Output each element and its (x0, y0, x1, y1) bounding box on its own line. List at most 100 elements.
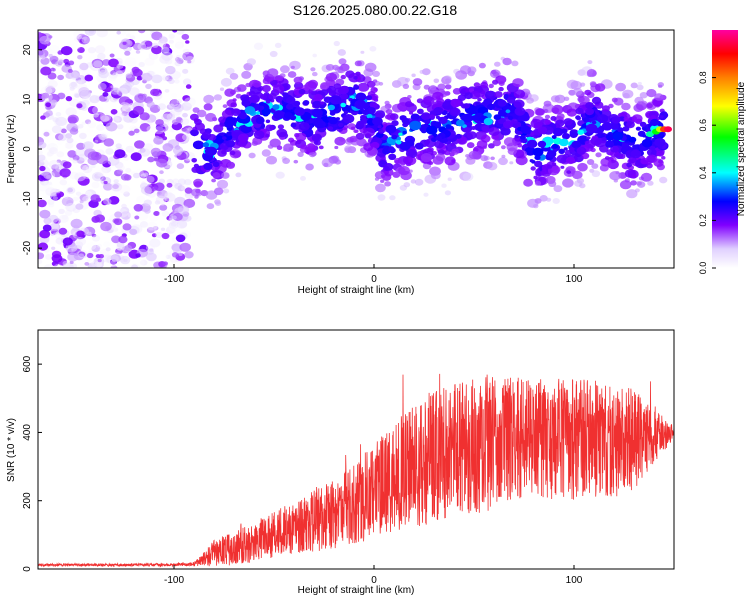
spectrogram-cell (67, 252, 79, 262)
spectrogram-cell (405, 101, 413, 108)
spectrogram-cell (360, 50, 365, 54)
spectrogram-cell (97, 243, 102, 248)
spectrogram-cell (251, 140, 258, 146)
spectrogram-y-tick-label: 20 (22, 44, 33, 56)
spectrogram-cell (185, 40, 190, 44)
spectrogram-cell (38, 242, 49, 251)
spectrogram-cell (50, 99, 58, 106)
spectrogram-cell (241, 70, 252, 79)
spectrogram-cell (419, 69, 425, 74)
spectrogram-cell (136, 211, 149, 221)
spectrogram-x-tick-label: -100 (164, 274, 184, 285)
spectrogram-cell (312, 53, 318, 58)
spectrogram-cell (79, 132, 87, 140)
spectrogram-cell (646, 148, 657, 157)
spectrogram-cell (612, 132, 624, 141)
spectrogram-cell (249, 94, 260, 104)
spectrogram-cell (97, 52, 106, 60)
spectrogram-cell (39, 35, 51, 45)
spectrogram-cell (67, 187, 73, 193)
spectrogram-cell (405, 149, 418, 159)
spectrogram-cell (544, 119, 552, 125)
spectrogram-cell (630, 149, 642, 159)
spectrogram-cell (365, 95, 373, 101)
spectrogram-cell (420, 153, 433, 163)
spectrogram-cell (601, 122, 613, 131)
spectrogram-cell (81, 121, 86, 126)
spectrogram-cell (121, 111, 128, 117)
spectrogram-cell (79, 200, 84, 204)
spectrogram-cell (259, 93, 268, 100)
spectrogram-cell (94, 261, 103, 268)
spectrogram-y-tick-label: 0 (22, 146, 33, 152)
spectrogram-cell (179, 242, 191, 252)
spectrogram-cell (567, 173, 572, 177)
spectrogram-cell (146, 125, 156, 133)
spectrogram-cell (523, 178, 533, 187)
spectrogram-cell (293, 100, 301, 107)
spectrogram-cell (279, 111, 286, 117)
spectrogram-cell (631, 174, 637, 179)
spectrogram-cell (552, 198, 560, 204)
spectrogram-cell (282, 157, 290, 164)
spectrogram-cell (184, 187, 193, 194)
spectrogram-cell (156, 158, 168, 168)
spectrogram-cell (143, 199, 152, 206)
spectrogram-cell (112, 72, 118, 77)
spectrogram-cell (178, 252, 183, 256)
spectrogram-cell (294, 107, 305, 116)
spectrogram-cell (197, 109, 207, 118)
spectrogram-cell (297, 151, 304, 157)
spectrogram-cell (455, 72, 461, 77)
spectrogram-cell (605, 134, 614, 141)
spectrogram-cell (353, 129, 358, 133)
colorbar-ticks: 0.0 0.2 0.4 0.6 0.8 (698, 71, 716, 274)
spectrogram-cell (67, 68, 73, 73)
spectrogram-cell (182, 133, 191, 141)
spectrogram-cell (619, 180, 632, 190)
spectrogram-cell (383, 163, 394, 171)
spectrogram-cell (533, 134, 539, 139)
spectrogram-cell (113, 218, 123, 226)
spectrogram-cell (488, 83, 494, 89)
spectrogram-cell (98, 69, 109, 79)
spectrogram-cell (409, 120, 422, 131)
spectrogram-cell (556, 154, 568, 164)
spectrogram-cell (513, 89, 526, 99)
spectrogram-cell (628, 136, 637, 143)
spectrogram-cell (129, 54, 138, 62)
spectrogram-cell (380, 174, 386, 178)
spectrogram-cell (75, 237, 87, 246)
spectrogram-cell (52, 108, 60, 115)
spectrogram-cell (193, 181, 202, 188)
spectrogram-cell (389, 195, 396, 201)
spectrogram-cell (108, 70, 119, 79)
spectrogram-cell (76, 142, 86, 150)
spectrogram-cell (123, 30, 135, 36)
spectrogram-cell (38, 189, 45, 199)
spectrogram-cell (175, 133, 187, 143)
spectrogram-cell (203, 94, 215, 104)
spectrogram-cell (591, 170, 601, 178)
spectrogram-cell (426, 125, 438, 135)
spectrogram-cell (100, 112, 111, 122)
colorbar-tick-label: 0.2 (698, 214, 708, 227)
spectrogram-cell (402, 83, 410, 89)
spectrogram-cell (139, 123, 151, 132)
spectrogram-cell (595, 83, 606, 92)
spectrogram-cell (435, 153, 446, 162)
spectrogram-cell (544, 114, 551, 119)
spectrogram-cell (185, 195, 191, 200)
spectrogram-cell (555, 119, 565, 127)
spectrogram-cell (46, 151, 53, 157)
spectrogram-cell (623, 116, 629, 121)
spectrogram-cell (168, 78, 175, 85)
spectrogram-cell (650, 115, 657, 121)
spectrogram-cell (144, 208, 151, 214)
spectrogram-cell (191, 158, 197, 163)
spectrogram-cell (554, 94, 566, 104)
spectrogram-cell (215, 190, 220, 195)
spectrogram-cell (105, 122, 118, 132)
spectrogram-cell (237, 84, 247, 92)
spectrogram-cell (122, 82, 133, 91)
